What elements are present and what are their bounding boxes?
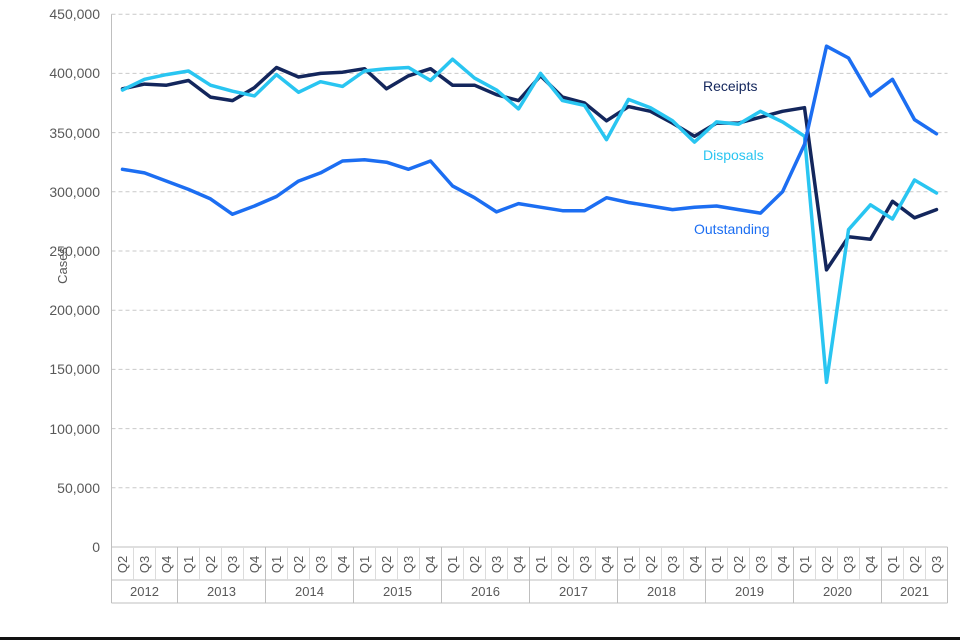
x-tick-quarter-label: Q1 (533, 555, 548, 574)
x-tick-quarter-label: Q3 (401, 555, 416, 574)
x-axis-year-label: 2012 (130, 584, 159, 599)
x-tick-quarter-label: Q4 (335, 555, 350, 574)
x-axis-year-label: 2015 (383, 584, 412, 599)
x-tick-quarter-label: Q2 (731, 555, 746, 574)
x-tick-quarter-label: Q3 (225, 555, 240, 574)
bottom-border (0, 637, 960, 640)
x-tick-quarter-label: Q2 (291, 555, 306, 574)
x-tick-quarter-label: Q4 (423, 555, 438, 574)
x-tick-quarter-label: Q1 (269, 555, 284, 574)
x-tick-quarter-label: Q1 (709, 555, 724, 574)
y-tick-label: 300,000 (49, 183, 100, 200)
series-label-disposals: Disposals (703, 147, 764, 163)
x-tick-quarter-label: Q4 (863, 555, 878, 574)
y-tick-label: 250,000 (49, 243, 100, 259)
x-axis-year-label: 2021 (900, 584, 929, 599)
x-tick-quarter-label: Q2 (115, 555, 130, 574)
x-tick-quarter-label: Q3 (489, 555, 504, 574)
x-tick-quarter-label: Q4 (159, 555, 174, 574)
x-tick-quarter-label: Q3 (753, 555, 768, 574)
series-label-receipts: Receipts (703, 78, 758, 94)
x-tick-quarter-label: Q1 (445, 555, 460, 574)
x-axis-year-label: 2016 (471, 584, 500, 599)
y-tick-label: 200,000 (49, 302, 100, 319)
x-tick-quarter-label: Q3 (929, 555, 944, 574)
x-tick-quarter-label: Q2 (643, 555, 658, 574)
x-axis-year-label: 2020 (823, 584, 852, 599)
x-axis-year-label: 2013 (207, 584, 236, 599)
series-line-outstanding (120, 44, 939, 217)
x-axis-year-label: 2018 (647, 584, 676, 599)
x-tick-quarter-label: Q4 (511, 555, 526, 574)
x-tick-quarter-label: Q2 (379, 555, 394, 574)
y-tick-label: 150,000 (49, 361, 100, 378)
x-tick-quarter-label: Q3 (665, 555, 680, 574)
y-tick-label: 450,000 (49, 6, 100, 23)
y-tick-label: 400,000 (49, 65, 100, 82)
x-tick-quarter-label: Q1 (797, 555, 812, 574)
x-tick-quarter-label: Q1 (181, 555, 196, 574)
x-tick-quarter-label: Q2 (203, 555, 218, 574)
x-tick-quarter-label: Q3 (313, 555, 328, 574)
x-tick-quarter-label: Q3 (577, 555, 592, 574)
x-tick-quarter-label: Q2 (467, 555, 482, 574)
x-tick-quarter-label: Q2 (819, 555, 834, 574)
x-tick-quarter-label: Q2 (555, 555, 570, 574)
series-label-outstanding: Outstanding (694, 221, 770, 237)
y-tick-label: 100,000 (49, 420, 100, 437)
y-tick-label: 50,000 (57, 479, 100, 496)
y-tick-label: 0 (92, 539, 100, 555)
x-axis-year-label: 2014 (295, 584, 324, 599)
x-tick-quarter-label: Q1 (885, 555, 900, 574)
x-tick-quarter-label: Q3 (137, 555, 152, 574)
x-tick-quarter-label: Q4 (775, 555, 790, 574)
x-tick-quarter-label: Q3 (841, 555, 856, 574)
x-tick-quarter-label: Q1 (357, 555, 372, 574)
y-tick-label: 350,000 (49, 124, 100, 141)
x-tick-quarter-label: Q2 (907, 555, 922, 574)
x-axis-year-label: 2017 (559, 584, 588, 599)
x-tick-quarter-label: Q4 (687, 555, 702, 574)
x-tick-quarter-label: Q4 (599, 555, 614, 574)
x-tick-quarter-label: Q4 (247, 555, 262, 574)
x-tick-quarter-label: Q1 (621, 555, 636, 574)
series-line-disposals (120, 57, 939, 385)
x-axis-year-label: 2019 (735, 584, 764, 599)
